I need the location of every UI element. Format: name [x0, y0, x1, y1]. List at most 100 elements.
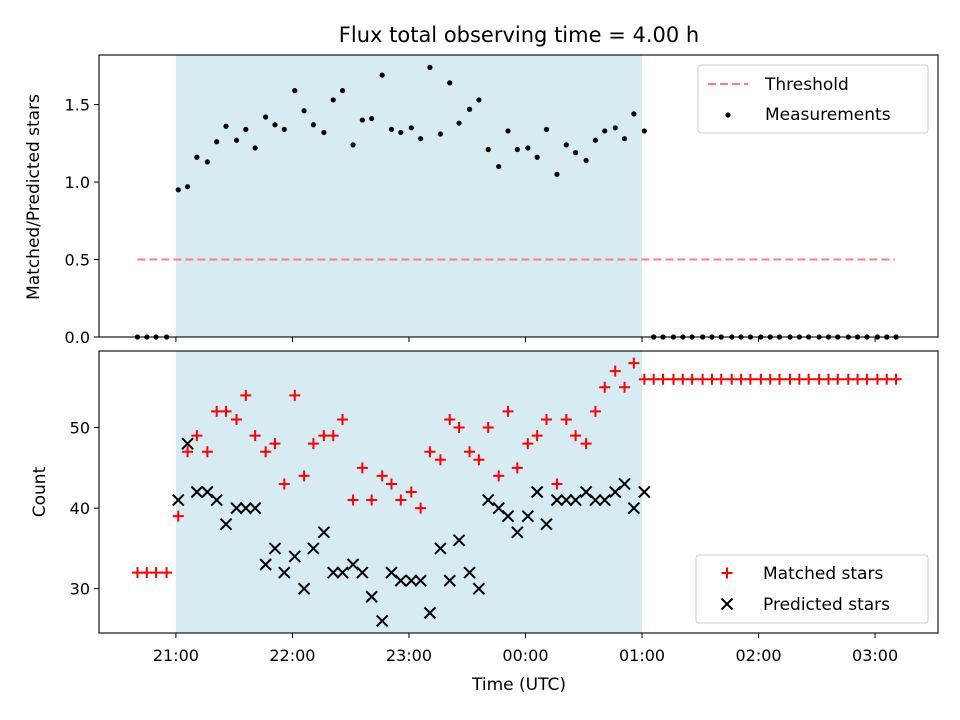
matched-star-point: [667, 373, 679, 385]
matched-star-point: [493, 470, 505, 482]
matched-star-point: [813, 373, 825, 385]
measurement-point: [670, 334, 677, 340]
measurement-point: [369, 115, 375, 122]
measurement-point: [738, 334, 744, 340]
x-tick-label: 21:00: [153, 646, 199, 665]
measurement-point: [718, 334, 724, 340]
measurement-point: [864, 334, 870, 340]
measurement-point: [641, 128, 647, 134]
measurement-point: [379, 72, 385, 78]
matched-star-point: [502, 405, 514, 417]
measurement-point: [767, 334, 773, 340]
predicted-star-point: [181, 437, 194, 450]
matched-star-point: [580, 438, 592, 450]
predicted-star-point: [394, 574, 408, 587]
matched-star-point: [657, 373, 669, 385]
measurement-point: [153, 334, 159, 340]
matched-star-point: [453, 422, 465, 434]
predicted-star-point: [219, 518, 233, 531]
predicted-star-point: [627, 501, 641, 515]
matched-star-point: [697, 373, 709, 385]
matched-star-point: [415, 502, 427, 514]
measurement-point: [505, 128, 511, 134]
bottom-y-axis-label: Count: [30, 466, 50, 517]
measurement-point: [184, 184, 191, 190]
bottom-legend: Matched stars Predicted stars: [695, 554, 929, 624]
matched-star-point: [803, 373, 815, 385]
bottom_panel-y-tick-label: 40: [70, 499, 90, 518]
measurement-point: [496, 163, 502, 170]
matched-star-point: [881, 373, 893, 385]
measurement-point: [572, 150, 579, 156]
legend-matched-swatch: [721, 567, 733, 579]
matched-star-point: [240, 389, 252, 401]
measurement-point: [796, 334, 802, 340]
predicted-star-point: [618, 477, 631, 491]
measurement-point: [835, 334, 841, 340]
predicted-star-point: [589, 493, 602, 507]
predicted-star-point: [248, 501, 262, 515]
matched-star-point: [522, 438, 534, 450]
measurement-point: [281, 126, 287, 132]
chart-title: Flux total observing time = 4.00 h: [339, 23, 699, 47]
measurement-point: [223, 123, 229, 129]
predicted-star-point: [210, 493, 223, 507]
measurement-point: [514, 146, 520, 153]
matched-star-point: [405, 486, 417, 498]
predicted-star-point: [521, 509, 535, 523]
measurement-point: [456, 120, 462, 126]
matched-star-point: [842, 373, 854, 385]
measurement-point: [700, 334, 706, 340]
measurement-point: [631, 111, 637, 117]
measurement-point: [418, 136, 424, 142]
matched-star-point: [861, 373, 873, 385]
measurement-point: [825, 334, 832, 340]
predicted-star-point: [569, 493, 582, 507]
measurement-point: [709, 334, 715, 340]
measurement-point: [485, 146, 491, 153]
legend-measurements-label: Measurements: [765, 105, 891, 125]
matched-star-point: [589, 405, 601, 417]
predicted-star-point: [268, 542, 282, 555]
matched-star-point: [191, 430, 203, 442]
measurement-point: [144, 334, 150, 340]
measurement-point: [134, 334, 141, 340]
matched-star-point: [385, 478, 397, 490]
matched-star-point: [511, 462, 523, 474]
matched-star-point: [249, 430, 261, 442]
measurement-point: [214, 139, 220, 145]
measurement-point: [602, 128, 608, 134]
measurement-point: [330, 97, 336, 103]
predicted-star-point: [356, 566, 369, 579]
measurement-point: [729, 334, 735, 340]
x-tick-label: 01:00: [619, 646, 665, 665]
measurement-point: [660, 334, 666, 340]
matched-star-point: [619, 381, 631, 393]
measurement-point: [204, 159, 210, 165]
matched-star-point: [726, 373, 738, 385]
matched-star-point: [211, 405, 223, 417]
matched-star-point: [473, 454, 485, 466]
matched-star-point: [890, 373, 902, 385]
predicted-star-point: [550, 493, 564, 507]
matched-star-point: [706, 373, 718, 385]
measurement-point: [689, 334, 695, 340]
predicted-star-point: [278, 566, 291, 579]
matched-star-point: [307, 438, 319, 450]
matched-star-point: [131, 567, 143, 579]
matched-star-point: [852, 373, 864, 385]
bottom_panel-axes-frame: [98, 350, 939, 634]
predicted-star-point: [540, 518, 553, 531]
measurement-point: [427, 64, 433, 70]
measurement-point: [776, 334, 783, 340]
matched-star-point: [560, 413, 572, 425]
bottom-panel: 30 40 50 21:00 22:00 23:00 00:00 01:00 02:00 03:0…: [70, 350, 939, 665]
measurement-point: [583, 157, 589, 163]
matched-star-point: [570, 430, 582, 442]
legend-measurements-swatch: [725, 112, 731, 118]
measurement-point: [747, 334, 753, 340]
measurement-point: [893, 334, 899, 340]
measurement-point: [310, 122, 317, 128]
predicted-star-point: [239, 501, 253, 515]
x-tick-label: 22:00: [269, 646, 315, 665]
